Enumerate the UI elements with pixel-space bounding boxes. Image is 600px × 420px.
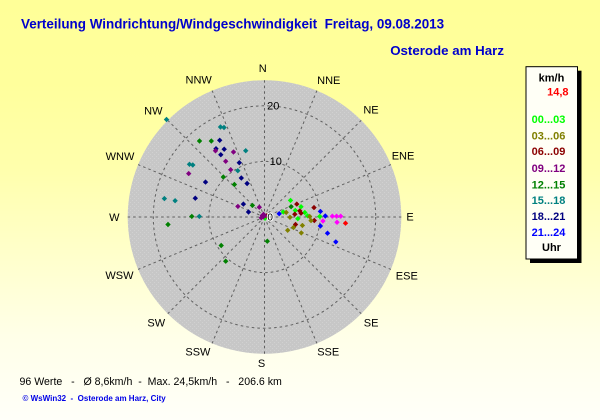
svg-text:00...03: 00...03 <box>532 114 566 126</box>
svg-text:ENE: ENE <box>392 151 415 163</box>
svg-text:km/h: km/h <box>539 72 565 84</box>
svg-text:15...18: 15...18 <box>532 195 566 207</box>
svg-text:12...15: 12...15 <box>532 179 566 191</box>
svg-text:Osterode am Harz: Osterode am Harz <box>390 43 504 58</box>
svg-text:SE: SE <box>364 318 379 330</box>
svg-text:20: 20 <box>267 100 279 112</box>
svg-text:09...12: 09...12 <box>532 163 566 175</box>
svg-text:14,8: 14,8 <box>547 87 568 99</box>
svg-text:NE: NE <box>363 104 378 116</box>
svg-text:18...21: 18...21 <box>532 211 566 223</box>
svg-text:10: 10 <box>270 156 282 168</box>
svg-text:Uhr: Uhr <box>542 242 562 254</box>
svg-text:N: N <box>259 63 267 75</box>
svg-text:S: S <box>258 358 265 370</box>
svg-text:WSW: WSW <box>105 270 134 282</box>
svg-text:96 Werte - Ø 8,6km/h - M: 96 Werte - Ø 8,6km/h - Max. 24,5km/h - 2… <box>20 376 283 388</box>
svg-text:E: E <box>406 212 413 224</box>
svg-text:WNW: WNW <box>106 151 135 163</box>
svg-text:SW: SW <box>147 318 165 330</box>
svg-text:W: W <box>109 212 120 224</box>
svg-text:ESE: ESE <box>396 271 418 283</box>
svg-text:0: 0 <box>267 213 273 224</box>
svg-text:SSE: SSE <box>317 346 339 358</box>
svg-text:NNE: NNE <box>317 75 340 87</box>
svg-text:06...09: 06...09 <box>532 146 566 158</box>
svg-text:NW: NW <box>144 106 163 118</box>
svg-text:Verteilung Windrichtung/Windge: Verteilung Windrichtung/Windgeschwindigk… <box>21 17 444 32</box>
svg-text:SSW: SSW <box>185 346 211 358</box>
svg-text:21...24: 21...24 <box>532 227 567 239</box>
svg-text:NNW: NNW <box>186 75 213 87</box>
svg-text:© WsWin32 - Osterode am Harz: © WsWin32 - Osterode am Harz, City <box>23 394 167 403</box>
svg-text:03...06: 03...06 <box>532 131 566 143</box>
